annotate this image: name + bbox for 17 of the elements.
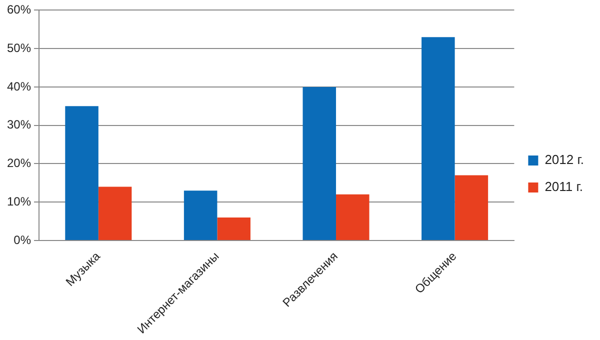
y-tick-label: 60% xyxy=(6,2,32,17)
bar xyxy=(98,186,132,240)
bar xyxy=(422,37,455,240)
legend-label: 2012 г. xyxy=(544,152,584,168)
y-tick-label: 0% xyxy=(14,232,32,247)
legend-label: 2011 г. xyxy=(544,179,584,194)
bar xyxy=(217,217,250,240)
bar xyxy=(454,175,488,240)
y-tick-label: 50% xyxy=(6,40,32,55)
bar xyxy=(336,194,370,240)
y-tick-label: 40% xyxy=(6,79,32,94)
y-tick-label: 30% xyxy=(6,118,32,132)
bar xyxy=(65,106,98,240)
y-tick-label: 10% xyxy=(6,194,32,208)
y-tick-label: 20% xyxy=(6,156,32,170)
bar xyxy=(184,190,218,240)
bar xyxy=(302,86,336,240)
